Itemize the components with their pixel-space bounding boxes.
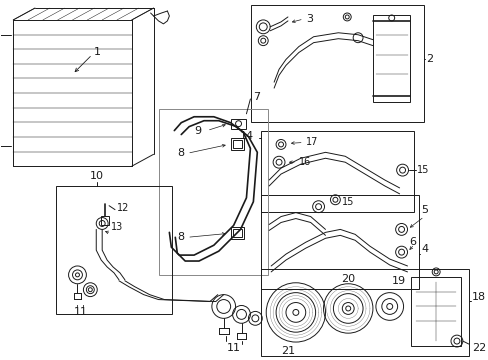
Bar bbox=[56, 186, 172, 314]
Bar bbox=[261, 131, 414, 212]
Bar bbox=[410, 277, 460, 346]
Text: 15: 15 bbox=[417, 165, 429, 175]
Text: 9: 9 bbox=[194, 126, 201, 136]
Bar bbox=[261, 269, 468, 356]
Bar bbox=[101, 216, 109, 225]
Text: 16: 16 bbox=[298, 157, 310, 167]
Text: 13: 13 bbox=[111, 222, 123, 233]
Bar bbox=[261, 195, 419, 289]
Bar bbox=[230, 119, 246, 129]
Text: 5: 5 bbox=[421, 204, 427, 215]
Text: 7: 7 bbox=[253, 92, 260, 102]
Text: 11: 11 bbox=[73, 307, 87, 318]
Bar bbox=[372, 15, 409, 102]
Text: 20: 20 bbox=[341, 274, 355, 284]
Bar bbox=[230, 228, 244, 239]
Bar bbox=[232, 229, 242, 237]
Text: 8: 8 bbox=[177, 232, 184, 242]
Bar bbox=[230, 139, 244, 150]
Bar bbox=[232, 140, 242, 148]
Text: 4: 4 bbox=[421, 244, 427, 254]
Text: 15: 15 bbox=[342, 197, 354, 207]
Text: 18: 18 bbox=[471, 292, 485, 302]
Text: 12: 12 bbox=[117, 203, 129, 213]
Text: 3: 3 bbox=[305, 14, 312, 24]
Text: 22: 22 bbox=[471, 343, 485, 353]
Text: 8: 8 bbox=[177, 148, 184, 158]
Text: 19: 19 bbox=[391, 276, 405, 286]
Text: 21: 21 bbox=[280, 346, 294, 356]
Text: 10: 10 bbox=[90, 171, 104, 181]
Text: 14: 14 bbox=[239, 131, 253, 140]
Text: 11: 11 bbox=[226, 343, 240, 353]
Text: 1: 1 bbox=[94, 46, 101, 57]
Text: 6: 6 bbox=[408, 237, 416, 247]
Text: 17: 17 bbox=[305, 138, 318, 148]
Text: 2: 2 bbox=[426, 54, 432, 64]
Bar bbox=[159, 109, 267, 275]
Bar bbox=[251, 5, 424, 122]
